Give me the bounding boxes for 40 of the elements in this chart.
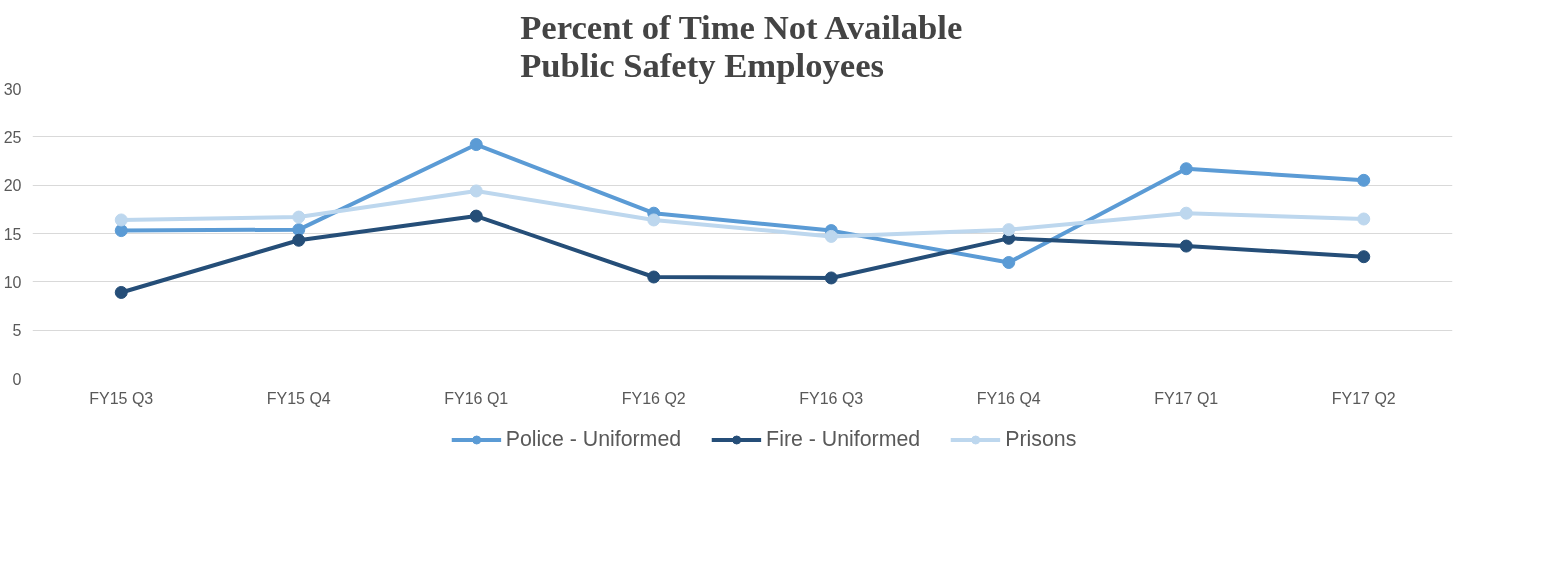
y-tick-label: 0 (12, 370, 22, 388)
point (1179, 206, 1193, 220)
y-tick-label: 5 (12, 322, 22, 340)
y-tick-label: 15 (3, 225, 22, 243)
point (114, 213, 128, 227)
legend-label: Police - Uniformed (505, 426, 682, 452)
point (1357, 173, 1371, 187)
y-tick-label: 25 (3, 128, 22, 146)
point (1002, 256, 1016, 269)
x-tick-label: FY16 Q4 (976, 389, 1041, 407)
point (1179, 162, 1193, 176)
point (647, 213, 661, 227)
point (292, 223, 306, 237)
point (469, 138, 483, 152)
y-tick-label: 20 (3, 177, 22, 195)
y-tick-label: 10 (3, 273, 22, 291)
y-tick-label: 30 (3, 80, 22, 98)
x-tick-label: FY17 Q2 (1331, 389, 1396, 407)
x-tick-label: FY15 Q4 (266, 389, 331, 407)
legend-label: Fire - Uniformed (766, 426, 921, 452)
x-tick-label: FY15 Q3 (89, 389, 154, 407)
point (469, 184, 483, 198)
x-tick-label: FY16 Q1 (444, 389, 509, 407)
point (1179, 239, 1193, 253)
point (292, 233, 306, 247)
point (824, 229, 838, 243)
point (1357, 212, 1371, 226)
x-tick-label: FY16 Q2 (621, 389, 686, 407)
point (114, 224, 128, 238)
point (1357, 250, 1371, 264)
point (469, 209, 483, 223)
chart-title: Percent of Time Not Available Public Safety Employees (520, 7, 963, 84)
x-tick-label: FY17 Q1 (1154, 389, 1219, 407)
point (647, 270, 661, 284)
x-tick-label: FY16 Q3 (799, 389, 864, 407)
point (114, 285, 128, 299)
point (824, 271, 838, 285)
point (292, 210, 306, 224)
point (1002, 223, 1016, 237)
legend-label: Prisons (1005, 426, 1077, 452)
